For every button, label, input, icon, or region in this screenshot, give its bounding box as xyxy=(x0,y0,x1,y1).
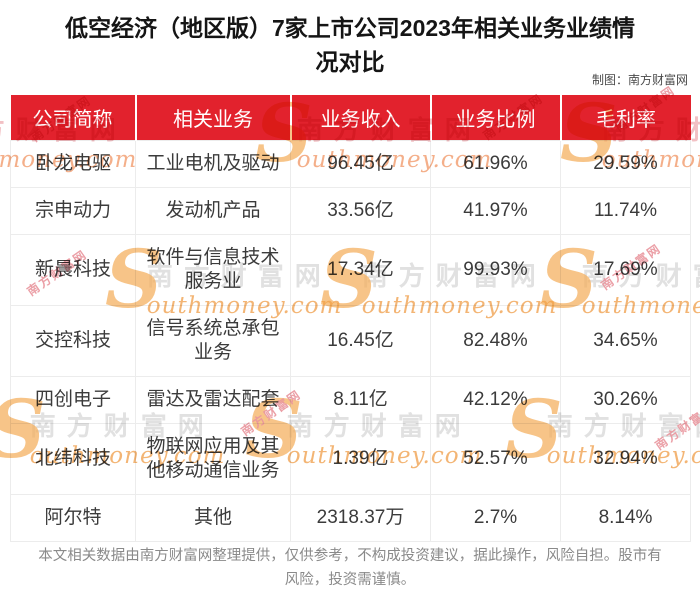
company-cell: 四创电子 xyxy=(10,375,136,424)
ratio-cell: 82.48% xyxy=(430,304,561,377)
margin-cell: 17.69% xyxy=(560,233,691,306)
table-row: 卧龙电驱 工业电机及驱动 96.45亿 61.96% 29.59% xyxy=(10,139,691,188)
margin-cell: 29.59% xyxy=(560,139,691,188)
table-body: 卧龙电驱 工业电机及驱动 96.45亿 61.96% 29.59% 宗申动力 发动机产品 33… xyxy=(10,139,691,542)
table-row: 四创电子 雷达及雷达配套 8.11亿 42.12% 30.26% xyxy=(10,375,691,424)
page-title: 低空经济（地区版）7家上市公司2023年相关业务业绩情况对比 xyxy=(65,15,635,75)
column-header-business: 相关业务 xyxy=(134,95,291,140)
revenue-cell: 2318.37万 xyxy=(290,493,431,542)
comparison-table: 公司简称 相关业务 业务收入 业务比例 毛利率 卧龙电驱 工业电机及驱动 96.45… xyxy=(10,95,691,542)
revenue-cell: 33.56亿 xyxy=(290,186,431,235)
company-cell: 阿尔特 xyxy=(10,493,136,542)
table-row: 交控科技 信号系统总承包业务 16.45亿 82.48% 34.65% xyxy=(10,304,691,377)
ratio-cell: 52.57% xyxy=(430,422,561,495)
company-cell: 新晨科技 xyxy=(10,233,136,306)
business-cell: 雷达及雷达配套 xyxy=(135,375,291,424)
ratio-cell: 61.96% xyxy=(430,139,561,188)
table-row: 阿尔特 其他 2318.37万 2.7% 8.14% xyxy=(10,493,691,542)
business-cell: 软件与信息技术服务业 xyxy=(135,233,291,306)
business-cell: 发动机产品 xyxy=(135,186,291,235)
revenue-cell: 96.45亿 xyxy=(290,139,431,188)
table-row: 北纬科技 物联网应用及其他移动通信业务 1.39亿 52.57% 32.94% xyxy=(10,422,691,495)
company-cell: 北纬科技 xyxy=(10,422,136,495)
column-header-revenue: 业务收入 xyxy=(289,95,431,140)
ratio-cell: 99.93% xyxy=(430,233,561,306)
business-cell: 工业电机及驱动 xyxy=(135,139,291,188)
disclaimer-text: 本文相关数据由南方财富网整理提供，仅供参考，不构成投资建议，据此操作，风险自担。… xyxy=(38,548,662,588)
margin-cell: 34.65% xyxy=(560,304,691,377)
credit-label: 制图：南方财富网 xyxy=(591,73,688,87)
column-header-margin: 毛利率 xyxy=(559,95,691,140)
revenue-cell: 17.34亿 xyxy=(290,233,431,306)
business-cell: 其他 xyxy=(135,493,291,542)
company-cell: 宗申动力 xyxy=(10,186,136,235)
margin-cell: 32.94% xyxy=(560,422,691,495)
ratio-cell: 2.7% xyxy=(430,493,561,542)
column-header-ratio: 业务比例 xyxy=(429,95,561,140)
header-row: 公司简称 相关业务 业务收入 业务比例 毛利率 xyxy=(10,95,691,140)
table-row: 新晨科技 软件与信息技术服务业 17.34亿 99.93% 17.69% xyxy=(10,233,691,306)
revenue-cell: 1.39亿 xyxy=(290,422,431,495)
table-row: 宗申动力 发动机产品 33.56亿 41.97% 11.74% xyxy=(10,186,691,235)
ratio-cell: 42.12% xyxy=(430,375,561,424)
revenue-cell: 8.11亿 xyxy=(290,375,431,424)
revenue-cell: 16.45亿 xyxy=(290,304,431,377)
margin-cell: 30.26% xyxy=(560,375,691,424)
company-cell: 卧龙电驱 xyxy=(10,139,136,188)
business-cell: 信号系统总承包业务 xyxy=(135,304,291,377)
ratio-cell: 41.97% xyxy=(430,186,561,235)
company-cell: 交控科技 xyxy=(10,304,136,377)
margin-cell: 8.14% xyxy=(560,493,691,542)
column-header-company: 公司简称 xyxy=(10,95,136,140)
business-cell: 物联网应用及其他移动通信业务 xyxy=(135,422,291,495)
margin-cell: 11.74% xyxy=(560,186,691,235)
